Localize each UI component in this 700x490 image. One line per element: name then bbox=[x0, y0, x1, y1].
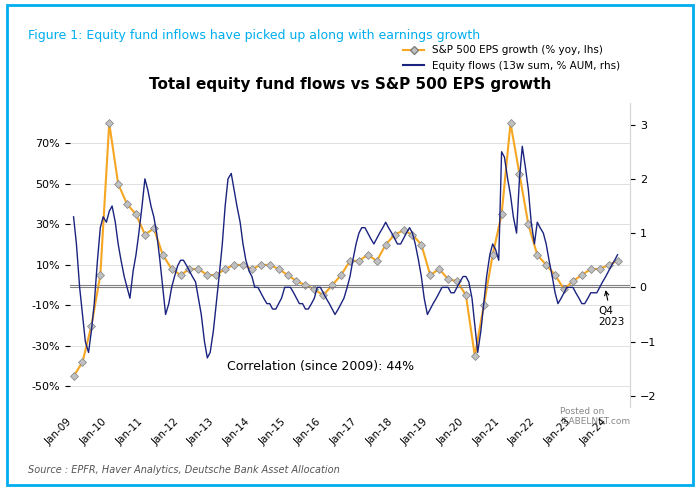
Text: Figure 1: Equity fund inflows have picked up along with earnings growth: Figure 1: Equity fund inflows have picke… bbox=[28, 29, 480, 43]
Legend: S&P 500 EPS growth (% yoy, lhs), Equity flows (13w sum, % AUM, rhs): S&P 500 EPS growth (% yoy, lhs), Equity … bbox=[399, 41, 625, 75]
Title: Total equity fund flows vs S&P 500 EPS growth: Total equity fund flows vs S&P 500 EPS g… bbox=[149, 77, 551, 92]
Text: Correlation (since 2009): 44%: Correlation (since 2009): 44% bbox=[227, 360, 414, 373]
Text: Q4
2023: Q4 2023 bbox=[598, 291, 624, 327]
Text: Source : EPFR, Haver Analytics, Deutsche Bank Asset Allocation: Source : EPFR, Haver Analytics, Deutsche… bbox=[28, 466, 340, 475]
Text: Posted on
ISABELNET.com: Posted on ISABELNET.com bbox=[560, 407, 630, 426]
